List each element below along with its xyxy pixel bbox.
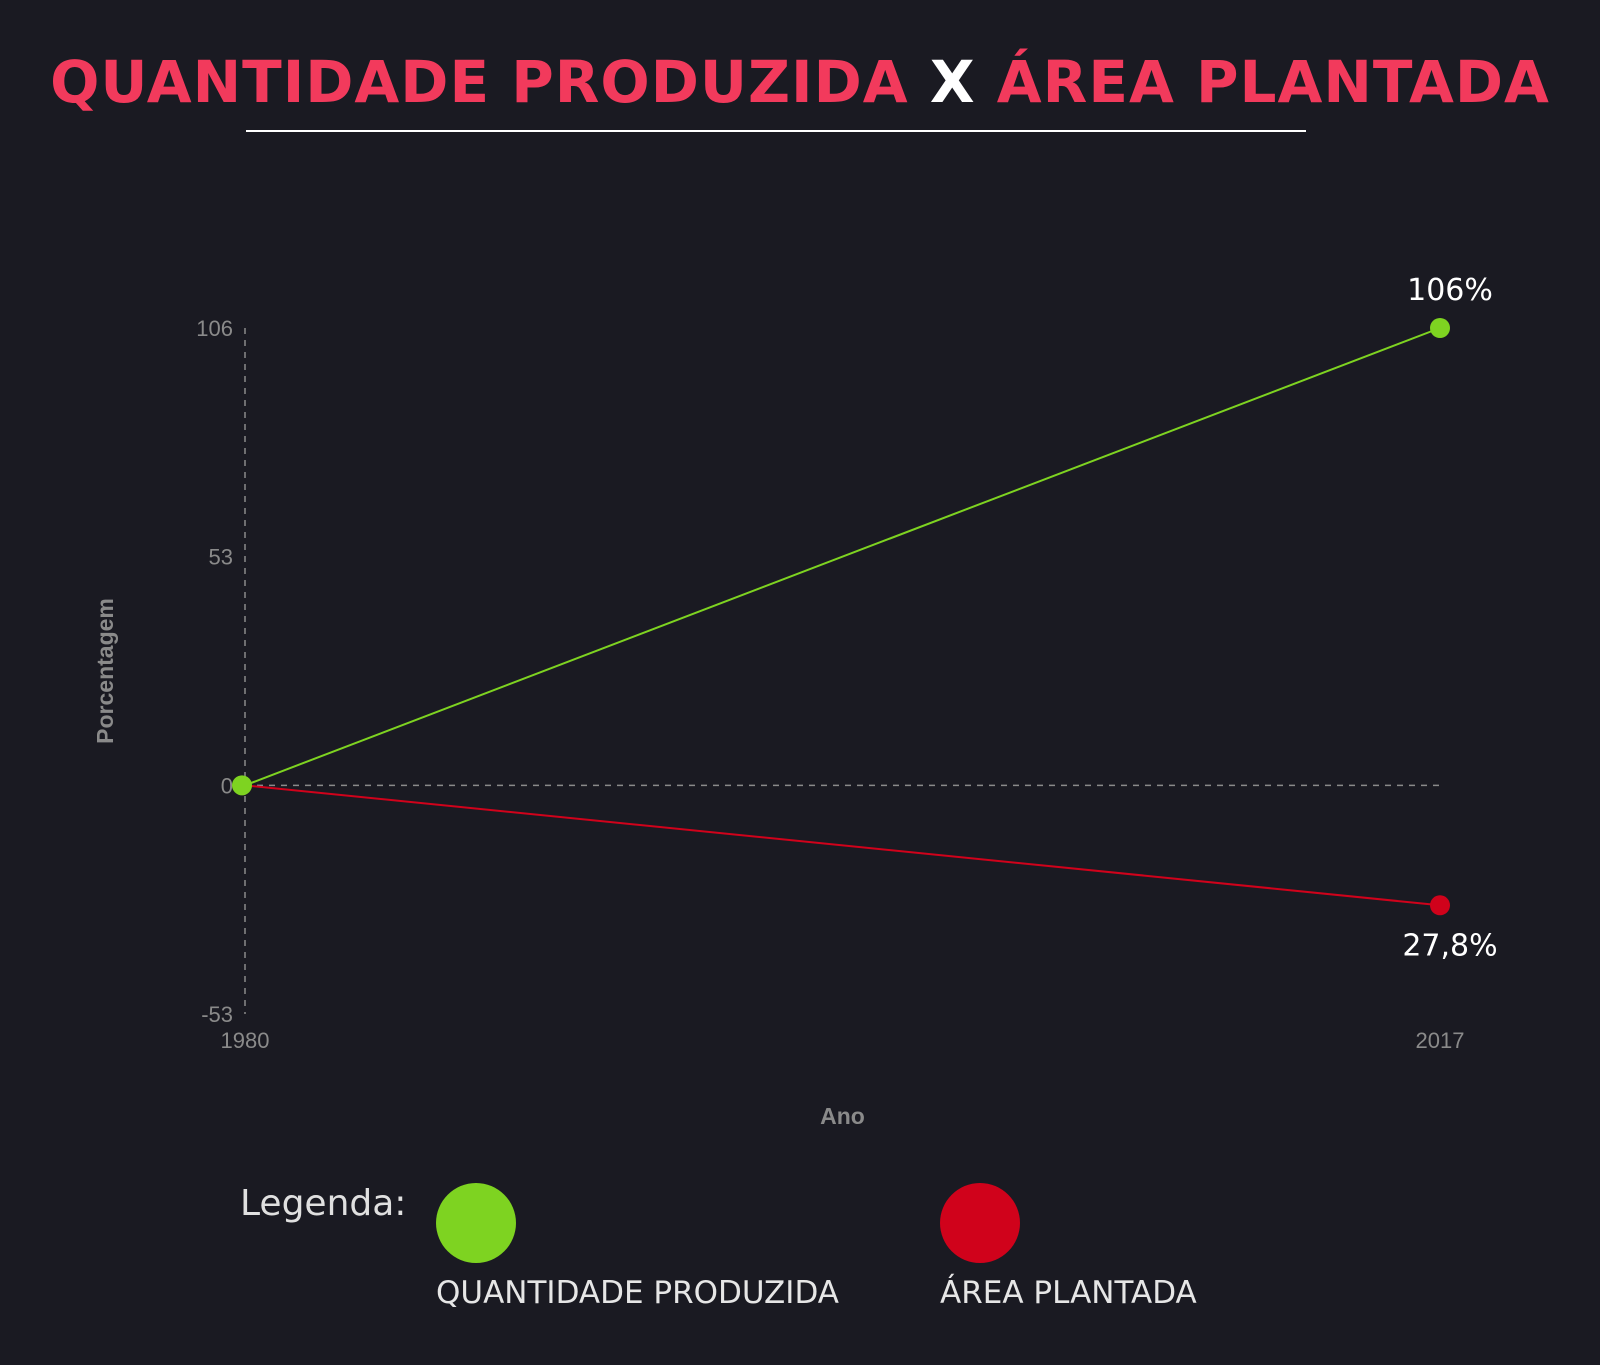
title-part-quantidade: QUANTIDADE PRODUZIDA — [50, 48, 909, 116]
data-point-quantidade-start — [232, 775, 252, 796]
legend-item-quantidade: QUANTIDADE PRODUZIDA — [436, 1183, 839, 1311]
legend-label-area: ÁREA PLANTADA — [940, 1275, 1197, 1311]
legend-swatch-red — [940, 1183, 1020, 1263]
chart-title: QUANTIDADE PRODUZIDA X ÁREA PLANTADA — [0, 48, 1600, 116]
legend-swatch-green — [436, 1183, 516, 1263]
y-tick-label: 53 — [209, 545, 233, 570]
data-label-quantidade: 106% — [1407, 273, 1493, 308]
y-tick-label: -53 — [201, 1002, 233, 1027]
data-label-area: 27,8% — [1402, 928, 1497, 963]
data-point-area-end — [1430, 895, 1450, 916]
y-tick-label: 0 — [221, 773, 233, 798]
series-line-quantidade — [244, 327, 1441, 787]
x-tick-label: 1980 — [221, 1028, 270, 1053]
line-chart: 106 53 0 -53 1980 2017 Ano Porcentagem 1… — [92, 273, 1498, 1129]
legend-label-quantidade: QUANTIDADE PRODUZIDA — [436, 1275, 839, 1311]
legend-item-area: ÁREA PLANTADA — [940, 1183, 1197, 1311]
series-line-area — [244, 784, 1441, 907]
y-axis-label: Porcentagem — [92, 598, 118, 744]
x-axis-label: Ano — [820, 1103, 865, 1129]
legend-title: Legenda: — [240, 1183, 407, 1224]
title-underline — [246, 130, 1306, 132]
title-separator: X — [929, 48, 976, 116]
data-point-quantidade-end — [1430, 318, 1450, 338]
title-part-area: ÁREA PLANTADA — [996, 48, 1550, 116]
x-tick-label: 2017 — [1416, 1028, 1465, 1053]
y-tick-label: 106 — [196, 316, 233, 341]
